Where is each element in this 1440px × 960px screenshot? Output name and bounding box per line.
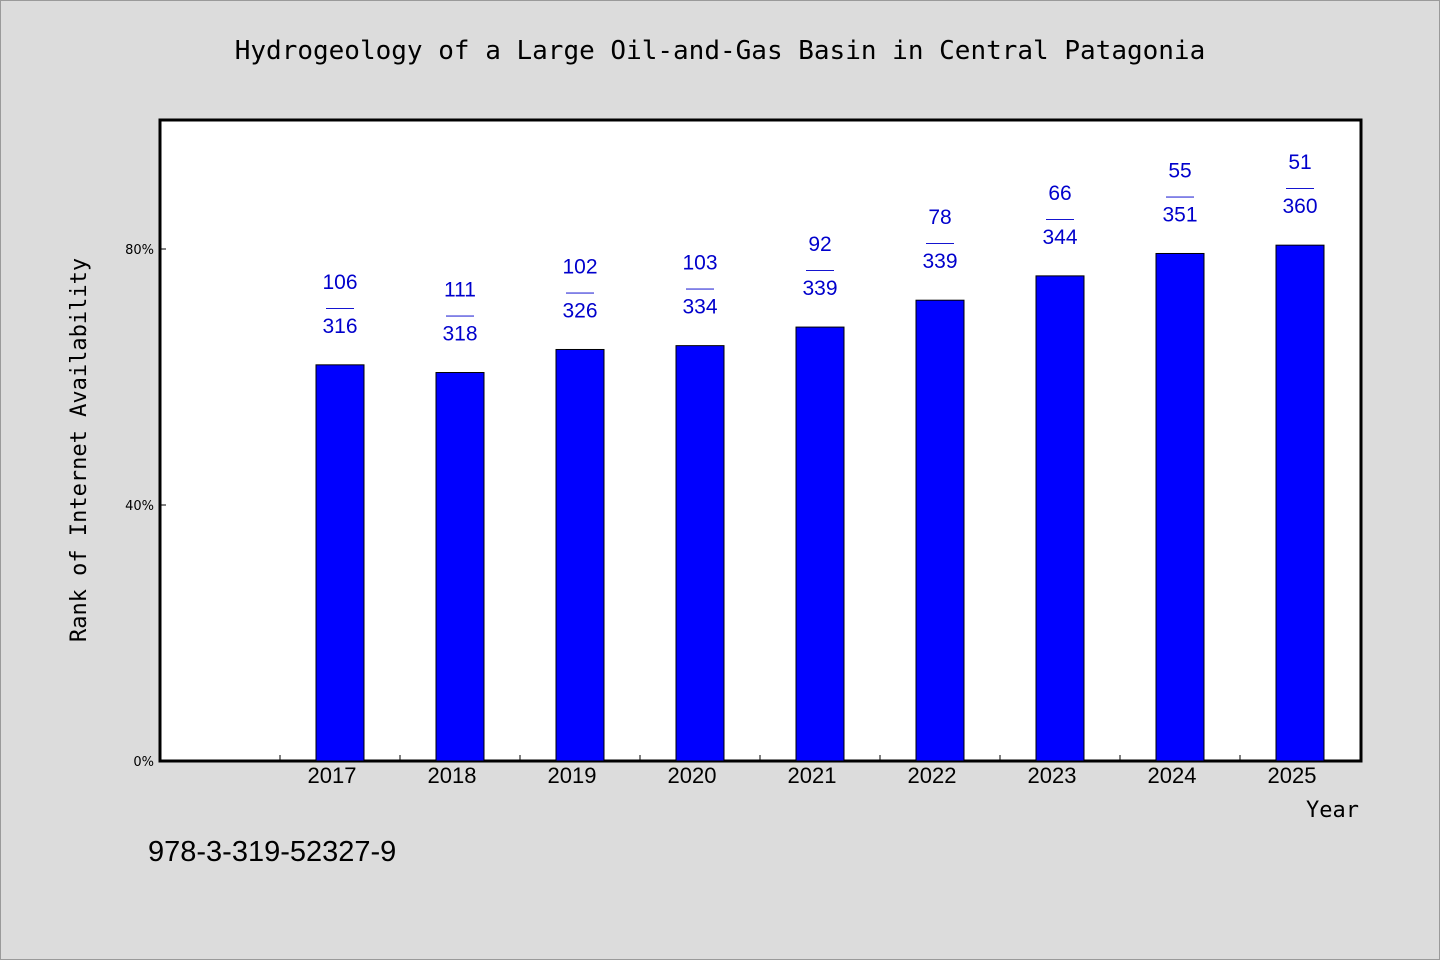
bar-2025 bbox=[1275, 244, 1325, 762]
bar-label-total-2025: 360 bbox=[1282, 195, 1317, 218]
bar-label-total-2023: 344 bbox=[1042, 226, 1077, 249]
x-tick-label-2017: 2017 bbox=[308, 763, 357, 788]
bar-label-rank-2024: 55 bbox=[1168, 159, 1191, 182]
bar-label-separator-2021: —— bbox=[806, 261, 834, 277]
bar-label-separator-2025: —— bbox=[1286, 179, 1314, 195]
bar-2020 bbox=[675, 345, 725, 762]
y-tick-label-0: 0% bbox=[133, 755, 154, 770]
bar-2019 bbox=[555, 348, 605, 762]
bar-2024 bbox=[1155, 252, 1205, 762]
x-tick-label-2021: 2021 bbox=[788, 763, 837, 788]
x-tick-label-2023: 2023 bbox=[1028, 763, 1077, 788]
bar-label-rank-2017: 106 bbox=[322, 271, 357, 294]
bar-label-rank-2023: 66 bbox=[1048, 182, 1071, 205]
x-axis-label: Year bbox=[1306, 798, 1359, 823]
x-tick-label-2019: 2019 bbox=[548, 763, 597, 788]
bar-label-total-2017: 316 bbox=[322, 315, 357, 338]
bar-label-separator-2024: —— bbox=[1166, 187, 1194, 203]
x-tick-label-2024: 2024 bbox=[1148, 763, 1197, 788]
bar-label-total-2021: 339 bbox=[802, 277, 837, 300]
bar-label-rank-2019: 102 bbox=[562, 255, 597, 278]
bar-2021 bbox=[795, 326, 845, 762]
bar-2018 bbox=[435, 372, 485, 762]
bar-label-total-2019: 326 bbox=[562, 299, 597, 322]
x-tick-label-2020: 2020 bbox=[668, 763, 717, 788]
y-tick-label-80: 80% bbox=[125, 243, 154, 258]
bar-label-total-2018: 318 bbox=[442, 323, 477, 346]
bar-label-separator-2018: —— bbox=[446, 307, 474, 323]
bar-label-total-2022: 339 bbox=[922, 250, 957, 273]
bar-label-rank-2025: 51 bbox=[1288, 151, 1311, 174]
bar-label-separator-2020: —— bbox=[686, 280, 714, 296]
bar-2023 bbox=[1035, 275, 1085, 762]
bar-label-rank-2020: 103 bbox=[682, 252, 717, 275]
bar-label-separator-2019: —— bbox=[566, 283, 594, 299]
bar-label-rank-2021: 92 bbox=[808, 233, 831, 256]
x-tick-label-2025: 2025 bbox=[1268, 763, 1317, 788]
bar-2017 bbox=[315, 364, 365, 762]
bar-label-rank-2018: 111 bbox=[444, 279, 476, 302]
chart-title: Hydrogeology of a Large Oil-and-Gas Basi… bbox=[234, 36, 1206, 66]
bar-label-separator-2022: —— bbox=[926, 234, 954, 250]
bar-label-total-2020: 334 bbox=[682, 296, 717, 319]
bar-label-rank-2022: 78 bbox=[928, 206, 951, 229]
bar-label-total-2024: 351 bbox=[1162, 203, 1197, 226]
y-tick-label-40: 40% bbox=[125, 499, 154, 514]
bar-label-separator-2023: —— bbox=[1046, 210, 1074, 226]
y-axis-label: Rank of Internet Availability bbox=[67, 258, 92, 642]
x-tick-label-2022: 2022 bbox=[908, 763, 957, 788]
x-tick-label-2018: 2018 bbox=[428, 763, 477, 788]
bar-2022 bbox=[915, 299, 965, 762]
bar-label-separator-2017: —— bbox=[326, 299, 354, 315]
isbn-label: 978-3-319-52327-9 bbox=[148, 836, 397, 868]
